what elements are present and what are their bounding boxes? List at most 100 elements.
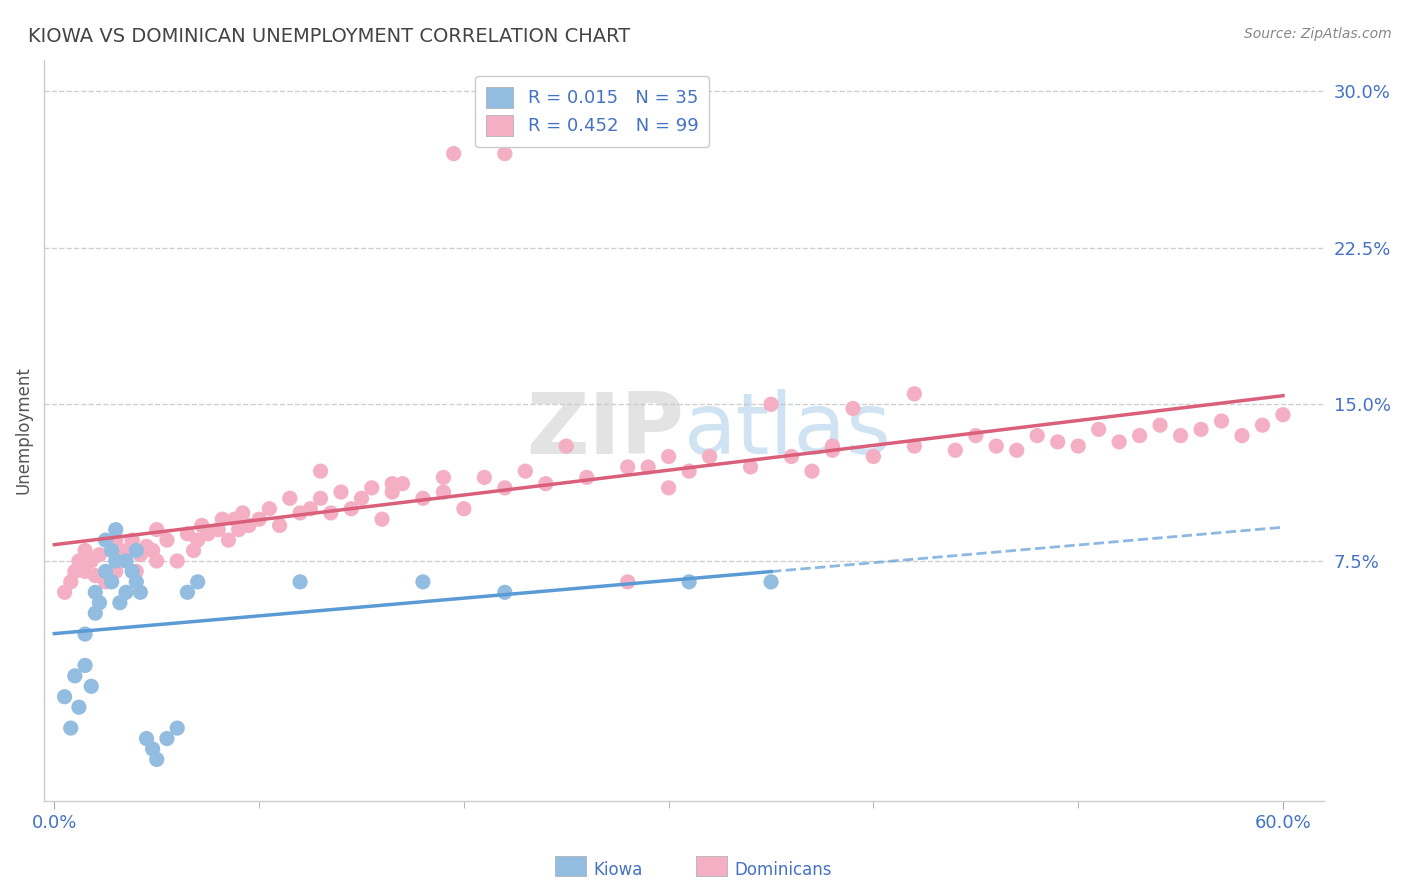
Point (534, 476, 557, 491)
Point (75, 658, 97, 673)
Point (94, 565, 117, 579)
Point (115, 543, 138, 558)
Point (166, 554, 188, 568)
Point (59, 721, 82, 735)
Point (259, 501, 281, 516)
Point (104, 533, 127, 547)
Point (494, 481, 516, 495)
Point (1149, 418, 1171, 433)
Point (862, 450, 884, 464)
Point (412, 574, 434, 589)
Point (309, 491, 332, 506)
Point (104, 523, 127, 537)
Point (125, 543, 148, 558)
Point (1067, 439, 1090, 453)
Point (166, 721, 188, 735)
Point (1108, 434, 1130, 449)
Point (678, 464, 700, 478)
Point (104, 565, 127, 579)
Point (443, 146, 465, 161)
Point (145, 752, 167, 766)
Point (121, 565, 143, 579)
Point (228, 523, 250, 537)
Point (232, 506, 254, 520)
Point (842, 401, 865, 416)
Point (125, 565, 148, 579)
Point (121, 533, 143, 547)
Point (115, 585, 138, 599)
Point (211, 512, 233, 526)
Point (89, 548, 111, 562)
Point (84, 585, 107, 599)
Point (1211, 414, 1233, 428)
Point (759, 397, 782, 411)
Point (350, 491, 373, 506)
Point (740, 459, 762, 474)
Point (100, 543, 122, 558)
Point (1087, 422, 1109, 436)
Point (187, 574, 209, 589)
Point (238, 518, 260, 533)
Point (299, 501, 322, 516)
Point (472, 470, 495, 484)
Point (187, 533, 209, 547)
Point (135, 539, 157, 553)
Point (94, 533, 117, 547)
Point (658, 450, 681, 464)
Point (575, 470, 598, 484)
Point (616, 459, 638, 474)
Point (288, 574, 311, 589)
Point (129, 585, 152, 599)
Point (94, 574, 117, 589)
Point (1189, 422, 1212, 436)
Y-axis label: Unemployment: Unemployment (15, 367, 32, 494)
Point (288, 506, 311, 520)
Point (699, 450, 721, 464)
Point (309, 464, 332, 478)
Point (156, 731, 179, 746)
Point (515, 464, 537, 478)
Point (616, 574, 638, 589)
Point (84, 606, 107, 620)
Point (821, 443, 844, 458)
Point (59, 574, 82, 589)
Point (108, 596, 131, 610)
Point (80, 679, 103, 693)
Point (129, 548, 152, 562)
Point (1005, 443, 1028, 458)
Point (63, 669, 86, 683)
Point (217, 533, 239, 547)
Point (156, 533, 179, 547)
Point (965, 428, 987, 442)
Point (100, 543, 122, 558)
Point (1129, 428, 1152, 442)
Point (80, 554, 103, 568)
Point (1046, 434, 1069, 449)
Point (381, 485, 404, 500)
Point (67, 700, 90, 714)
Point (943, 443, 966, 458)
Point (135, 731, 157, 746)
Point (75, 627, 97, 641)
Point (637, 459, 659, 474)
Point (125, 574, 148, 589)
Point (381, 476, 404, 491)
Point (821, 439, 844, 453)
Point (224, 512, 246, 526)
Point (145, 554, 167, 568)
Point (1251, 418, 1274, 433)
Point (100, 574, 122, 589)
Point (278, 491, 301, 506)
Point (494, 585, 516, 599)
Point (142, 543, 165, 558)
Point (319, 506, 342, 520)
Point (903, 439, 925, 453)
Point (63, 565, 86, 579)
Point (759, 574, 782, 589)
Point (412, 491, 434, 506)
Text: Source: ZipAtlas.com: Source: ZipAtlas.com (1244, 27, 1392, 41)
Point (84, 568, 107, 582)
Point (75, 565, 97, 579)
Point (75, 543, 97, 558)
Point (1271, 408, 1294, 422)
